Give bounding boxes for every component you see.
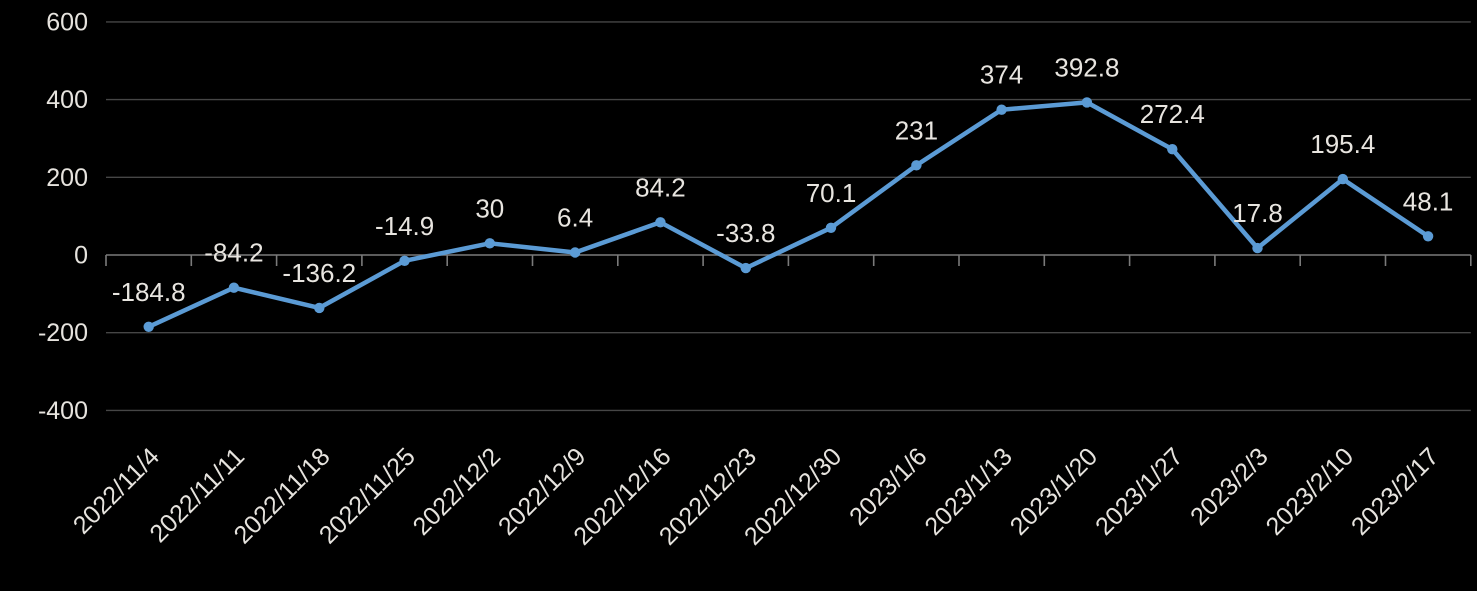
x-tick-label: 2023/1/13 [919,442,1017,540]
data-point-marker [996,104,1007,115]
data-point-marker [484,238,495,249]
data-label: -136.2 [282,258,356,288]
data-point-marker [1081,97,1093,108]
data-point-marker [655,217,666,228]
data-label: 48.1 [1403,186,1454,216]
y-tick-label: 200 [46,164,88,192]
data-point-marker [1252,242,1263,254]
data-label: 17.8 [1232,198,1283,228]
data-point-marker [143,321,154,332]
x-tick-label: 2023/2/17 [1346,442,1444,540]
x-tick-label: 2023/2/10 [1261,442,1359,540]
data-point-marker [314,302,325,314]
data-label: 374 [980,60,1023,90]
y-tick-label: 0 [74,242,88,270]
data-label: 195.4 [1310,129,1375,159]
x-tick-label: 2023/1/6 [844,442,933,531]
data-label: 272.4 [1140,99,1205,129]
data-label: 231 [895,115,938,145]
y-tick-label: 400 [46,86,88,114]
y-tick-label: 600 [46,8,88,36]
data-point-marker [911,160,922,171]
data-point-marker [569,247,581,258]
data-point-marker [399,255,410,266]
y-tick-label: -400 [38,397,88,425]
data-label: -14.9 [375,211,434,241]
data-label: -84.2 [204,238,263,268]
data-point-marker [825,222,837,233]
data-point-marker [1422,231,1434,242]
data-label: -33.8 [716,218,775,248]
x-tick-label: 2023/1/20 [1005,442,1103,540]
series-line [146,100,1431,330]
data-label: -184.8 [112,277,186,307]
x-tick-label: 2023/2/3 [1185,442,1274,531]
data-point-marker [1337,173,1349,185]
x-tick-label: 2023/1/27 [1090,442,1188,540]
data-point-marker [1167,144,1178,155]
data-label: 30 [475,193,504,223]
data-label: 70.1 [806,178,857,208]
data-label: 84.2 [635,172,686,202]
y-tick-label: -200 [38,319,88,347]
data-point-marker [740,262,751,274]
data-label: 392.8 [1054,52,1119,82]
data-point-marker [228,282,240,293]
x-tick-label: 2022/12/2 [408,442,506,540]
data-label: 6.4 [557,203,593,233]
